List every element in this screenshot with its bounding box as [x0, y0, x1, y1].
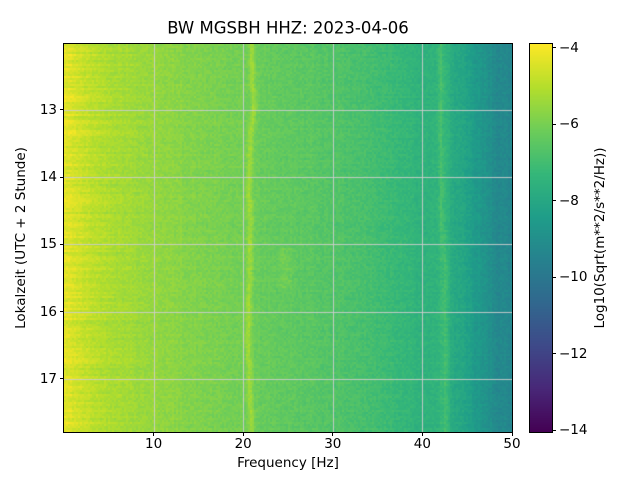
y-tick-label: 16 — [39, 303, 57, 320]
colorbar-tick-label: −10 — [559, 269, 588, 286]
x-tick-mark — [332, 432, 334, 436]
colorbar-tick-mark — [552, 429, 556, 431]
x-tick-label: 10 — [145, 436, 163, 452]
colorbar-tick-label: −12 — [559, 345, 588, 362]
y-tick-mark — [60, 311, 64, 313]
colorbar-tick-mark — [552, 123, 556, 125]
colorbar-tick-mark — [552, 276, 556, 278]
y-tick-mark — [60, 378, 64, 380]
y-tick-label: 14 — [39, 169, 57, 186]
colorbar-tick-label: −6 — [559, 116, 579, 133]
colorbar-tick-label: −8 — [559, 192, 579, 209]
y-tick-mark — [60, 176, 64, 178]
y-tick-label: 15 — [39, 236, 57, 253]
chart-title: BW MGSBH HHZ: 2023-04-06 — [167, 18, 409, 38]
y-tick-label: 13 — [39, 101, 57, 118]
y-tick-mark — [60, 243, 64, 245]
y-tick-mark — [60, 109, 64, 111]
colorbar-tick-label: −4 — [559, 39, 579, 56]
x-tick-mark — [421, 432, 423, 436]
y-tick-label: 17 — [39, 370, 57, 387]
x-tick-label: 50 — [503, 436, 521, 452]
colorbar-tick-mark — [552, 47, 556, 49]
y-axis-label: Lokalzeit (UTC + 2 Stunde) — [13, 147, 29, 329]
colorbar-label: Log10(Sqrt(m**2/s**2/Hz)) — [592, 147, 608, 329]
colorbar-tick-mark — [552, 200, 556, 202]
x-tick-label: 40 — [413, 436, 431, 452]
x-tick-label: 30 — [324, 436, 342, 452]
spectrogram-heatmap — [63, 43, 513, 433]
x-tick-mark — [153, 432, 155, 436]
colorbar-tick-label: −14 — [559, 422, 588, 439]
colorbar — [529, 43, 553, 433]
x-tick-mark — [242, 432, 244, 436]
x-tick-mark — [511, 432, 513, 436]
colorbar-tick-mark — [552, 353, 556, 355]
x-axis-label: Frequency [Hz] — [237, 455, 339, 471]
x-tick-label: 20 — [234, 436, 252, 452]
